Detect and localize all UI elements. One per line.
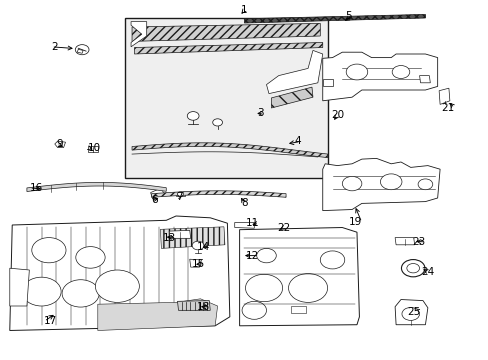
Text: 18: 18 [197,302,210,312]
Circle shape [406,264,419,273]
Polygon shape [394,300,427,325]
Text: 13: 13 [163,233,176,243]
Circle shape [187,112,199,120]
Polygon shape [77,49,83,53]
Circle shape [245,274,282,302]
Text: 21: 21 [441,103,454,113]
Polygon shape [438,88,449,104]
Text: 12: 12 [245,251,259,261]
Polygon shape [322,158,439,211]
Polygon shape [160,227,224,248]
Circle shape [22,277,61,306]
Text: 14: 14 [197,242,210,252]
Text: 2: 2 [51,42,58,52]
Polygon shape [189,259,201,267]
Polygon shape [322,79,332,86]
Text: 22: 22 [276,222,290,233]
Polygon shape [88,146,98,152]
Polygon shape [134,42,322,54]
Circle shape [95,270,139,302]
Polygon shape [27,183,166,192]
Text: 5: 5 [345,11,351,21]
Circle shape [62,280,99,307]
Polygon shape [239,228,359,326]
Polygon shape [177,301,210,310]
Polygon shape [322,52,437,101]
Polygon shape [419,76,429,83]
Circle shape [76,247,105,268]
Circle shape [346,64,367,80]
Polygon shape [10,268,29,306]
Polygon shape [132,23,320,41]
Polygon shape [131,22,146,47]
Text: 6: 6 [151,195,158,205]
Text: 17: 17 [44,316,57,327]
Polygon shape [169,230,190,238]
Polygon shape [55,141,65,148]
Text: 1: 1 [241,5,247,15]
Circle shape [401,307,419,320]
Circle shape [212,119,222,126]
Circle shape [391,66,409,78]
Polygon shape [98,299,217,330]
Circle shape [242,301,266,319]
Text: 9: 9 [56,139,63,149]
Polygon shape [290,306,305,313]
Circle shape [288,274,327,302]
Polygon shape [150,188,163,199]
Text: 20: 20 [330,110,343,120]
Polygon shape [176,192,184,196]
Circle shape [75,45,89,55]
Text: 24: 24 [420,267,434,277]
Polygon shape [244,14,425,23]
Polygon shape [266,50,322,94]
Polygon shape [132,143,327,158]
Text: 8: 8 [241,198,247,208]
Circle shape [256,248,276,263]
Polygon shape [151,191,285,197]
Text: 16: 16 [29,183,42,193]
Circle shape [380,174,401,190]
Bar [124,18,327,178]
Polygon shape [10,216,229,330]
Text: 10: 10 [88,143,101,153]
Text: 4: 4 [293,136,300,147]
Polygon shape [394,238,414,245]
Text: 11: 11 [245,218,259,228]
Text: 19: 19 [348,217,361,228]
Circle shape [342,176,361,191]
Text: 23: 23 [411,237,425,247]
Text: 7: 7 [176,192,183,202]
Circle shape [177,192,183,196]
Circle shape [401,260,424,277]
Polygon shape [271,87,312,108]
Text: 3: 3 [257,108,264,118]
Text: 15: 15 [192,258,205,269]
Circle shape [32,238,66,263]
Circle shape [417,179,432,190]
Circle shape [192,241,203,250]
Text: 25: 25 [407,307,420,318]
Circle shape [320,251,344,269]
Polygon shape [234,222,254,228]
